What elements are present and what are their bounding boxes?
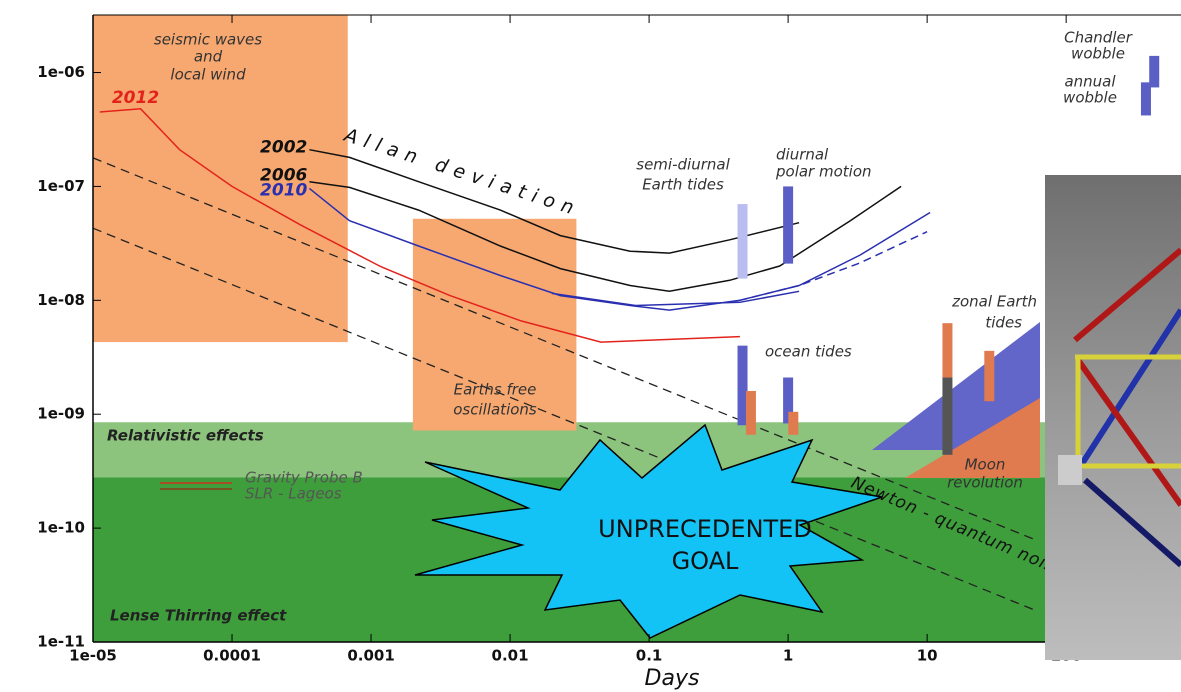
- annotation: Earths free: [454, 381, 537, 399]
- inset-block: [1058, 455, 1082, 485]
- y-tick-label: 1e-08: [37, 291, 85, 309]
- goal-label: GOAL: [672, 547, 739, 575]
- annotation: Earth tides: [642, 176, 724, 194]
- range-bar: [942, 378, 952, 455]
- annotation: local wind: [170, 66, 246, 84]
- x-axis-label: Days: [645, 666, 700, 691]
- annotation: oscillations: [453, 401, 537, 419]
- annotation: Moon: [965, 456, 1006, 474]
- series-line: [552, 291, 799, 305]
- y-tick-label: 1e-09: [37, 405, 85, 423]
- annotation: diurnal: [776, 146, 829, 164]
- x-tick-label: 0.0001: [203, 647, 261, 665]
- annotation: semi-diurnal: [636, 156, 730, 174]
- annotation: zonal Earth: [951, 293, 1037, 311]
- region-label: Lense Thirring effect: [110, 607, 287, 625]
- y-tick-label: 1e-11: [37, 633, 85, 651]
- x-tick-label: 10: [917, 647, 938, 665]
- range-bar: [1141, 82, 1151, 115]
- annotation: Allan deviation: [340, 123, 583, 221]
- chart: 2012200220062010 seismic waves and local…: [0, 0, 1181, 692]
- range-bar: [783, 186, 793, 263]
- annotation: tides: [985, 314, 1022, 332]
- range-bar: [984, 351, 994, 401]
- region: [413, 219, 577, 431]
- y-tick-label: 1e-06: [37, 63, 85, 81]
- series-line: [740, 232, 927, 301]
- annotation: seismic waves: [154, 31, 262, 49]
- series-label: 2012: [112, 88, 159, 108]
- inset-photo: [1045, 175, 1181, 660]
- y-tick-label: 1e-07: [37, 177, 85, 195]
- annotation: wobble: [1063, 89, 1117, 107]
- x-tick-label: 0.01: [492, 647, 529, 665]
- y-tick-label: 1e-10: [37, 519, 85, 537]
- annotation: ocean tides: [765, 343, 852, 361]
- range-bar: [738, 204, 748, 279]
- annotation: SLR - Lageos: [245, 485, 342, 503]
- annotation: wobble: [1071, 45, 1125, 63]
- x-tick-label: 0.001: [347, 647, 394, 665]
- annotation: revolution: [947, 474, 1023, 492]
- range-bar: [942, 323, 952, 377]
- x-tick-label: 0.1: [636, 647, 663, 665]
- series-line: [309, 182, 901, 292]
- annotation: polar motion: [775, 163, 872, 181]
- x-tick-label: 1: [783, 647, 793, 665]
- goal-label: UNPRECEDENTED: [598, 515, 812, 543]
- series-label: 2002: [260, 138, 307, 158]
- range-bar: [746, 391, 756, 435]
- region-label: Relativistic effects: [107, 427, 264, 445]
- series-label: 2010: [260, 180, 307, 200]
- range-bar: [788, 412, 798, 435]
- annotation: and: [194, 48, 223, 66]
